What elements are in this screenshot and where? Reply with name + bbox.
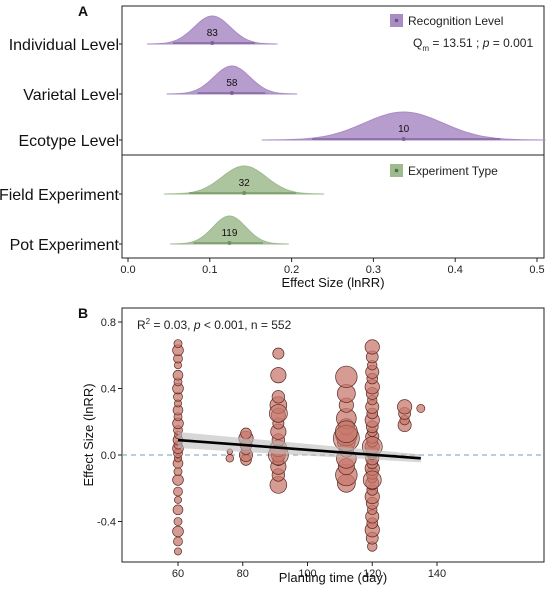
ytick-label-b-1: 0.0 <box>101 450 116 462</box>
scatter-points <box>172 339 426 556</box>
ytick-label-b-2: 0.4 <box>101 384 116 396</box>
scatter-point-0 <box>174 547 182 556</box>
xtick-label-b-1: 80 <box>237 568 249 580</box>
density-a-0-0 <box>146 15 278 45</box>
category-labels: Individual Level Varietal Level Ecotype Le… <box>0 37 122 254</box>
scatter-point-36 <box>240 427 252 440</box>
xtick-label-a-0: 0.0 <box>120 264 135 276</box>
xtick-label-b-0: 60 <box>172 568 184 580</box>
scatter-point-48 <box>271 390 286 404</box>
scatter-point-29 <box>225 454 234 463</box>
scatter-point-99 <box>397 399 413 415</box>
heterogeneity-stat: Qm = 13.51 ; p = 0.001 <box>413 36 533 53</box>
legend-recognition-label: Recognition Level <box>408 14 503 28</box>
ytick-label-b-0: -0.4 <box>97 517 116 529</box>
panel-a-frame <box>121 5 545 259</box>
density-layer: 83 58 10 32 119 <box>146 15 546 245</box>
category-a-1-1: Pot Experiment <box>10 237 120 254</box>
mean-a-0-0 <box>210 41 215 45</box>
stat-sub: m <box>422 44 429 53</box>
regression-annotation: R2 = 0.03, p < 0.001, n = 552 <box>137 317 292 332</box>
scatter-point-95 <box>364 339 380 355</box>
scatter-point-5 <box>174 495 182 504</box>
scatter-point-big-5 <box>362 470 382 490</box>
scatter-point-6 <box>173 486 183 497</box>
scatter-point-1 <box>173 536 183 547</box>
scatter-point-2 <box>172 525 184 538</box>
panel-a-label: A <box>78 3 88 19</box>
density-a-0-2 <box>261 111 546 141</box>
scatter-point-28 <box>173 339 183 349</box>
scatter-point-49 <box>270 367 287 384</box>
legend-experiment-dot <box>394 168 399 173</box>
xtick-label-b-3: 120 <box>363 568 381 580</box>
mean-a-1-0 <box>242 191 247 195</box>
xtick-label-a-5: 0.5 <box>529 264 544 276</box>
scatter-point-24 <box>172 369 184 381</box>
scatter-point-big-1 <box>335 420 358 444</box>
stat-p: p <box>482 36 490 50</box>
scatter-point-62 <box>335 365 358 389</box>
count-a-1-0: 32 <box>239 178 251 189</box>
count-a-0-1: 58 <box>226 78 238 89</box>
count-a-1-1: 119 <box>221 228 237 239</box>
count-a-0-2: 10 <box>398 124 410 135</box>
category-a-1-0: Field Experiment <box>0 187 120 204</box>
legend-experiment: Experiment Type <box>390 164 498 178</box>
category-a-0-0: Individual Level <box>9 37 119 54</box>
density-a-1-0 <box>164 165 325 195</box>
category-a-0-2: Ecotype Level <box>18 133 119 150</box>
density-a-0-1 <box>166 65 298 95</box>
xtick-label-b-2: 100 <box>298 568 316 580</box>
annot-mid: = 0.03, <box>150 318 194 332</box>
mean-a-1-1 <box>227 241 232 245</box>
panel-a: A 83 58 10 32 119 Individual Level Varietal L… <box>0 3 546 290</box>
xtick-label-a-2: 0.2 <box>284 264 299 276</box>
scatter-point-50 <box>272 347 285 360</box>
annot-r: R <box>137 318 146 332</box>
scatter-point-4 <box>172 504 184 516</box>
panel-a-x-ticks: 0.0 0.1 0.2 0.3 0.4 0.5 <box>120 258 545 276</box>
regression-line <box>177 438 421 460</box>
mean-a-0-2 <box>401 137 406 141</box>
xtick-label-b-4: 140 <box>428 568 446 580</box>
xtick-label-a-4: 0.4 <box>448 264 463 276</box>
stat-pval: = 0.001 <box>489 36 533 50</box>
legend-experiment-label: Experiment Type <box>408 164 498 178</box>
mean-a-0-1 <box>229 91 234 95</box>
panel-b-y-ticks: -0.4 0.0 0.4 0.8 <box>97 317 122 529</box>
annot-sup: 2 <box>146 317 151 326</box>
panel-b-x-ticks: 60 80 100 120 140 <box>172 562 446 580</box>
scatter-point-3 <box>173 517 183 526</box>
ytick-label-b-3: 0.8 <box>101 317 116 329</box>
panel-b-label: B <box>78 305 88 321</box>
panel-a-x-title: Effect Size (lnRR) <box>281 275 384 290</box>
scatter-point-8 <box>173 467 183 477</box>
panel-b-y-title: Effect Size (lnRR) <box>81 383 96 486</box>
scatter-point-7 <box>172 474 184 486</box>
density-a-1-1 <box>170 215 289 245</box>
annot-rest: < 0.001, n = 552 <box>201 318 292 332</box>
scatter-point-big-3 <box>269 404 288 423</box>
stat-q: Q <box>413 36 422 50</box>
panel-b-x-title: Planting time (day) <box>279 570 387 585</box>
stat-eq: = 13.51 ; <box>429 36 483 50</box>
category-a-0-1: Varietal Level <box>23 87 119 104</box>
xtick-label-a-1: 0.1 <box>202 264 217 276</box>
annot-p: p <box>193 318 201 332</box>
legend-recognition-dot <box>394 18 399 23</box>
scatter-point-100 <box>416 404 426 413</box>
panel-b: B 60 80 100 120 140 -0.4 0.0 0.4 0.8 Planting t… <box>78 305 545 585</box>
xtick-label-a-3: 0.3 <box>366 264 381 276</box>
count-a-0-0: 83 <box>207 28 219 39</box>
legend-recognition: Recognition Level <box>390 14 503 28</box>
